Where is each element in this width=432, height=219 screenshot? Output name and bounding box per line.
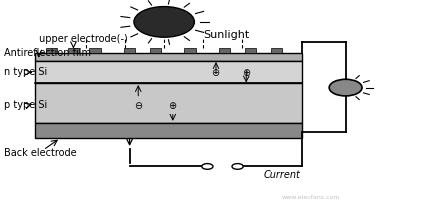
Text: Antireflection film: Antireflection film: [4, 48, 91, 58]
Circle shape: [202, 164, 213, 169]
Circle shape: [134, 7, 194, 37]
Text: $\oplus$: $\oplus$: [168, 100, 178, 111]
Bar: [271, 48, 282, 53]
Text: Back electrode: Back electrode: [4, 148, 77, 158]
Text: $\oplus$: $\oplus$: [241, 67, 251, 78]
Text: p type Si: p type Si: [4, 100, 48, 110]
Bar: [68, 48, 79, 53]
Text: Sunlight: Sunlight: [203, 30, 249, 40]
Circle shape: [329, 79, 362, 96]
Bar: [35, 61, 302, 83]
Text: n type Si: n type Si: [4, 67, 48, 77]
Bar: [35, 123, 302, 138]
Bar: [184, 48, 196, 53]
Bar: [89, 48, 101, 53]
Bar: [35, 83, 302, 123]
Text: upper electrode(-): upper electrode(-): [39, 34, 127, 44]
Bar: [219, 48, 230, 53]
Bar: [245, 48, 256, 53]
Text: www.elecfans.com: www.elecfans.com: [282, 195, 340, 200]
Bar: [35, 53, 302, 61]
Text: Current: Current: [264, 170, 300, 180]
Bar: [46, 48, 57, 53]
Text: $\ominus$: $\ominus$: [211, 67, 221, 78]
Circle shape: [232, 164, 243, 169]
Bar: [150, 48, 161, 53]
Text: $\ominus$: $\ominus$: [133, 100, 143, 111]
Bar: [124, 48, 135, 53]
